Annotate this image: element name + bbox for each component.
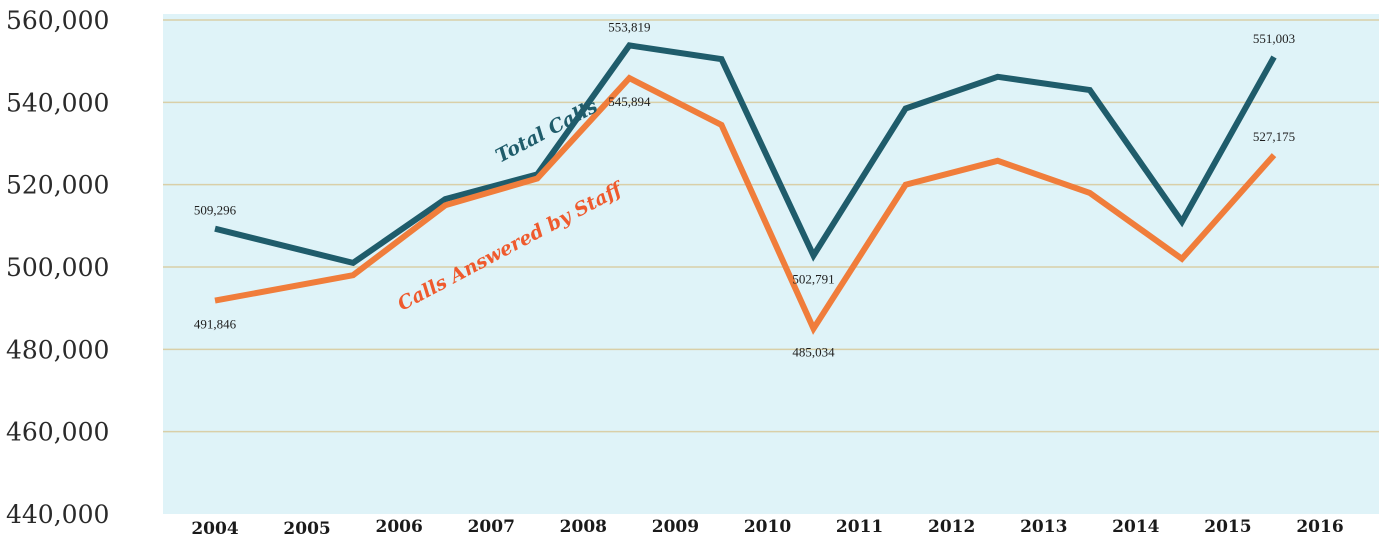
x-tick-label: 2005: [283, 519, 330, 539]
data-label: 553,819: [608, 19, 650, 34]
data-label: 509,296: [194, 203, 237, 218]
x-tick-label: 2010: [744, 517, 791, 537]
x-tick-label: 2009: [652, 517, 699, 537]
x-tick-label: 2013: [1020, 517, 1067, 537]
x-tick-label: 2004: [191, 519, 238, 539]
data-label: 485,034: [792, 345, 835, 360]
x-tick-label: 2007: [468, 517, 515, 537]
y-tick-label: 440,000: [6, 500, 109, 529]
series-line-calls-answered: [214, 74, 1277, 335]
series-line-total-calls: [214, 42, 1277, 267]
y-tick-label: 500,000: [6, 253, 109, 282]
x-tick-label: 2012: [928, 517, 975, 537]
y-tick-label: 540,000: [6, 88, 109, 117]
data-label: 551,003: [1253, 31, 1295, 46]
y-tick-label: 460,000: [6, 418, 109, 447]
data-label: 491,846: [194, 317, 237, 332]
y-tick-label: 520,000: [6, 171, 109, 200]
x-tick-label: 2015: [1204, 517, 1251, 537]
data-label: 545,894: [608, 94, 651, 109]
x-tick-label: 2011: [836, 517, 883, 537]
y-tick-label: 480,000: [6, 335, 109, 364]
data-label: 502,791: [792, 272, 834, 287]
data-labels: 509,296 553,819 502,791 551,003 491,846 545,8…: [194, 19, 1295, 359]
y-tick-label: 560,000: [6, 6, 109, 35]
x-axis: 2004 2005 2006 2007 2008 2009 2010 2011 2012 2013…: [191, 517, 1343, 539]
x-tick-label: 2014: [1112, 517, 1159, 537]
x-tick-label: 2016: [1296, 517, 1343, 537]
series-group: [214, 42, 1277, 335]
x-tick-label: 2008: [560, 517, 607, 537]
data-label: 527,175: [1253, 129, 1295, 144]
y-axis: 440,000 460,000 480,000 500,000 520,000 540,0…: [6, 6, 109, 529]
x-tick-label: 2006: [376, 517, 423, 537]
